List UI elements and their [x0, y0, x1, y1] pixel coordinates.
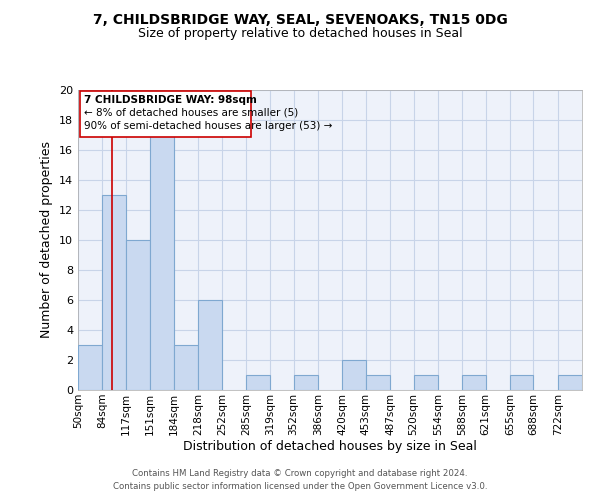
Bar [78, 345, 102, 390]
Bar [102, 195, 126, 390]
Bar [413, 375, 438, 390]
Bar [293, 375, 318, 390]
Bar [342, 360, 365, 390]
Bar [510, 375, 533, 390]
Bar [150, 135, 173, 390]
Bar [558, 375, 582, 390]
Bar [246, 375, 270, 390]
Text: ← 8% of detached houses are smaller (5): ← 8% of detached houses are smaller (5) [85, 108, 299, 118]
Bar [126, 240, 150, 390]
Bar [198, 300, 222, 390]
Text: 7, CHILDSBRIDGE WAY, SEAL, SEVENOAKS, TN15 0DG: 7, CHILDSBRIDGE WAY, SEAL, SEVENOAKS, TN… [92, 12, 508, 26]
FancyBboxPatch shape [80, 91, 251, 137]
Bar [365, 375, 390, 390]
Text: 90% of semi-detached houses are larger (53) →: 90% of semi-detached houses are larger (… [85, 121, 333, 131]
Bar [173, 345, 198, 390]
Text: Size of property relative to detached houses in Seal: Size of property relative to detached ho… [137, 28, 463, 40]
Y-axis label: Number of detached properties: Number of detached properties [40, 142, 53, 338]
Text: 7 CHILDSBRIDGE WAY: 98sqm: 7 CHILDSBRIDGE WAY: 98sqm [85, 95, 257, 105]
X-axis label: Distribution of detached houses by size in Seal: Distribution of detached houses by size … [183, 440, 477, 454]
Text: Contains HM Land Registry data © Crown copyright and database right 2024.: Contains HM Land Registry data © Crown c… [132, 468, 468, 477]
Text: Contains public sector information licensed under the Open Government Licence v3: Contains public sector information licen… [113, 482, 487, 491]
Bar [462, 375, 485, 390]
